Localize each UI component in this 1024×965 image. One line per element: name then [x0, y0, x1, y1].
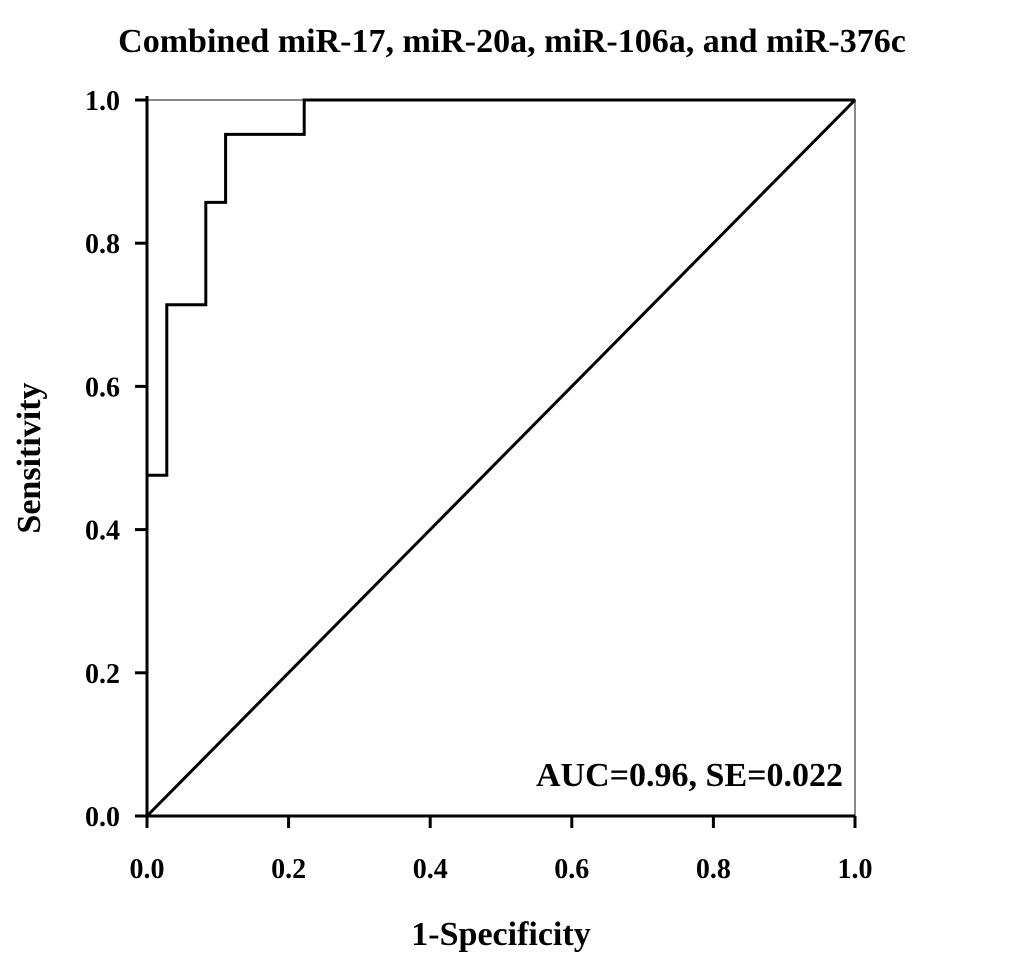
y-tick-label: 0.4: [85, 516, 120, 547]
x-axis-label: 1-Specificity: [411, 916, 590, 953]
x-tick-label: 0.8: [696, 854, 731, 885]
auc-annotation: AUC=0.96, SE=0.022: [536, 757, 843, 794]
reference-diagonal-line: [145, 98, 857, 818]
series-layer: [145, 98, 857, 818]
roc-curve-line: [145, 98, 855, 816]
y-tick-label: 0.6: [85, 372, 120, 403]
y-tick-label: 0.0: [85, 802, 120, 833]
y-axis-ticks: 0.0 0.2 0.4 0.6 0.8 1.0: [85, 86, 147, 833]
y-tick-label: 0.2: [85, 659, 120, 690]
x-tick-label: 0.4: [413, 854, 448, 885]
x-tick-label: 0.6: [554, 854, 589, 885]
x-tick-label: 1.0: [838, 854, 873, 885]
x-axis-ticks: 0.0 0.2 0.4 0.6 0.8 1.0: [130, 816, 873, 885]
y-tick-label: 1.0: [85, 86, 120, 117]
y-tick-label: 0.8: [85, 229, 120, 260]
chart-title: Combined miR-17, miR-20a, miR-106a, and …: [118, 23, 906, 60]
x-tick-label: 0.2: [271, 854, 306, 885]
y-axis-label: Sensitivity: [11, 382, 48, 533]
x-tick-label: 0.0: [130, 854, 165, 885]
